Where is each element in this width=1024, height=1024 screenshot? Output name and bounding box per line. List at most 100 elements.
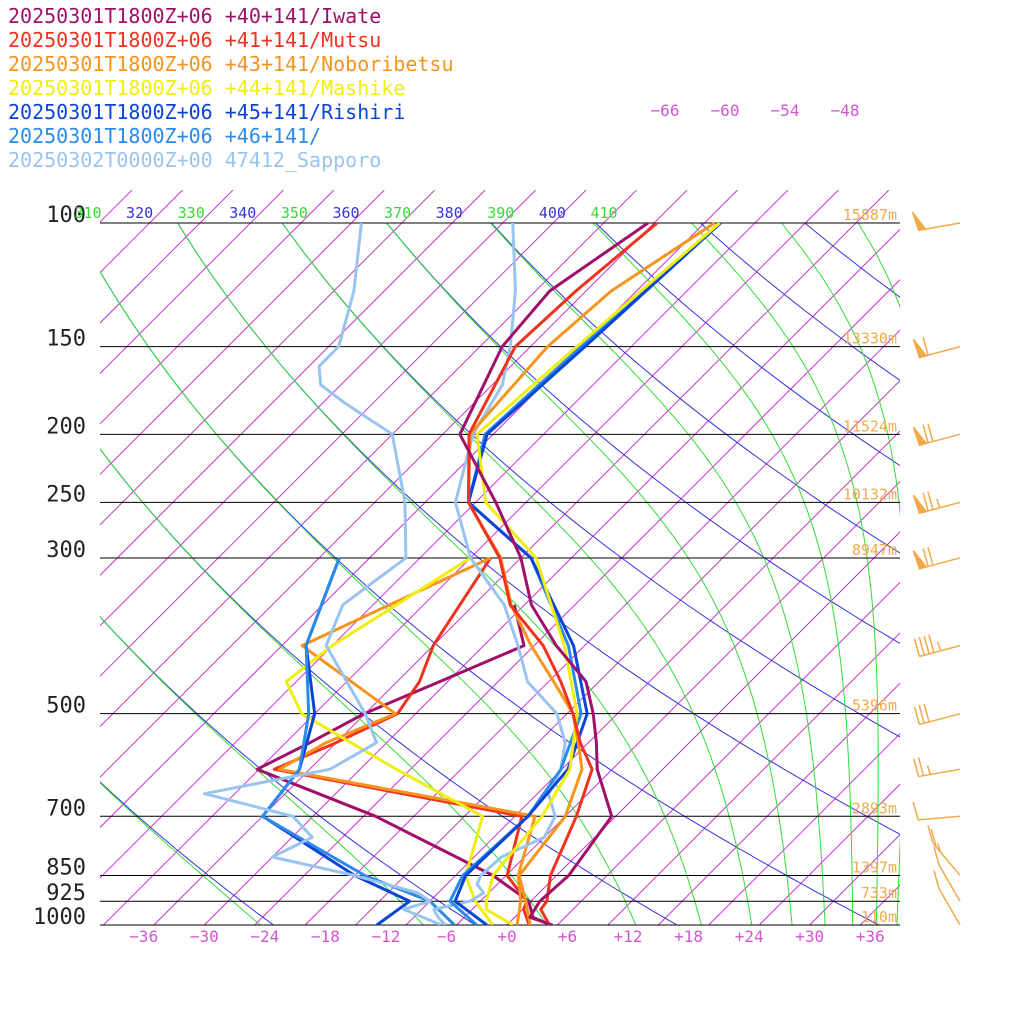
dewpoint-profile [277, 556, 537, 925]
dry-adiabat-line [595, 222, 900, 467]
pressure-tick-label: 250 [46, 482, 86, 507]
temperature-tick-label: +30 [795, 927, 824, 946]
sounding-profiles [203, 221, 722, 925]
wind-barb [912, 336, 961, 359]
height-label: 13330m [843, 330, 897, 348]
upper-temperature-label: −48 [831, 101, 860, 120]
legend-entry: 20250301T1800Z+06 +46+141/ [8, 124, 322, 148]
upper-temperature-label: −54 [771, 101, 800, 120]
wind-barb [913, 634, 961, 658]
temperature-profile [467, 221, 716, 925]
temperature-tick-label: +0 [497, 927, 516, 946]
temperature-tick-label: −24 [250, 927, 279, 946]
wind-barb [912, 757, 961, 778]
height-label: 10132m [843, 485, 897, 503]
theta-label: 340 [229, 204, 256, 222]
dewpoint-profile [284, 556, 495, 925]
pressure-tick-label: 150 [46, 327, 86, 352]
upper-temperature-label: −66 [651, 101, 680, 120]
temperature-tick-label: −30 [190, 927, 219, 946]
legend-entry: 20250301T1800Z+06 +45+141/Rishiri [8, 100, 406, 124]
isobars [100, 222, 900, 926]
pressure-tick-label: 200 [46, 414, 86, 439]
wind-barb [912, 801, 961, 821]
wind-barbs [911, 211, 961, 926]
height-label: 733m [861, 884, 897, 902]
temperature-tick-label: −6 [437, 927, 456, 946]
wind-barb [912, 546, 961, 570]
moist-adiabat-line [100, 782, 261, 925]
legend-entry: 20250301T1800Z+06 +40+141/Iwate [8, 4, 382, 28]
dewpoint-profile [261, 557, 456, 925]
theta-label: 380 [436, 204, 463, 222]
upper-temperature-label: −60 [711, 101, 740, 120]
pressure-tick-label: 700 [46, 796, 86, 821]
wind-barb [927, 825, 961, 876]
height-label: 5396m [852, 697, 897, 715]
wind-barb [912, 491, 961, 515]
temperature-profile [458, 221, 649, 925]
temperature-tick-label: +36 [856, 927, 885, 946]
dewpoint-profile [255, 604, 552, 925]
temperature-profile [475, 221, 721, 925]
isotherm-line [557, 581, 900, 925]
height-label: 1397m [852, 858, 897, 876]
theta-label: 310 [74, 204, 101, 222]
isotherm-line [961, 190, 1024, 925]
moist-adiabat-line [691, 222, 879, 925]
temperature-tick-label: −18 [311, 927, 340, 946]
moist-adiabats [100, 222, 900, 925]
theta-label: 390 [487, 204, 514, 222]
theta-label: 350 [281, 204, 308, 222]
moist-adiabat-line [781, 222, 900, 925]
temperature-tick-label: −12 [371, 927, 400, 946]
temperature-tick-label: +6 [558, 927, 577, 946]
isotherm-line [607, 632, 900, 925]
height-label: 2893m [852, 799, 897, 817]
pressure-tick-label: 1000 [33, 905, 86, 930]
dry-adiabat-line [699, 222, 900, 381]
wind-barb [913, 703, 961, 726]
temperature-tick-label: +12 [614, 927, 643, 946]
isotherm-line [758, 783, 900, 925]
dewpoint-profile [203, 222, 442, 925]
isotherm-line [708, 733, 900, 925]
theta-label: 330 [178, 204, 205, 222]
temperature-tick-label: +24 [735, 927, 764, 946]
height-label: 8947m [852, 541, 897, 559]
legend-entry: 20250302T0000Z+00 47412_Sapporo [8, 148, 382, 172]
legend-entry: 20250301T1800Z+06 +44+141/Mashike [8, 76, 406, 100]
isotherm-line [911, 190, 1024, 925]
pressure-tick-label: 100 [46, 203, 86, 228]
temperature-profile [453, 221, 722, 925]
moist-adiabat-line [100, 270, 637, 925]
pressure-tick-label: 300 [46, 538, 86, 563]
temperature-tick-label: +18 [674, 927, 703, 946]
pressure-tick-label: 925 [46, 881, 86, 906]
dry-adiabat-line [100, 781, 274, 925]
pressure-tick-label: 850 [46, 855, 86, 880]
wind-barb [933, 846, 961, 902]
legend-entry: 20250301T1800Z+06 +43+141/Noboribetsu [8, 52, 454, 76]
isotherm-line [0, 190, 31, 925]
isotherm-line [657, 682, 900, 925]
wind-barb [911, 211, 961, 232]
theta-label: 410 [590, 204, 617, 222]
wind-barb [912, 423, 961, 447]
legend: 20250301T1800Z+06 +40+141/Iwate 20250301T… [8, 4, 454, 172]
isotherm-line [100, 190, 436, 526]
pressure-tick-label: 500 [46, 694, 86, 719]
theta-label: 320 [126, 204, 153, 222]
dry-adiabat-line [100, 270, 880, 925]
temperature-profile [448, 221, 722, 925]
isotherm-line [100, 190, 335, 425]
legend-entry: 20250301T1800Z+06 +41+141/Mutsu [8, 28, 382, 52]
temperature-tick-label: −36 [129, 927, 158, 946]
theta-label: 400 [539, 204, 566, 222]
moist-adiabat-line [177, 222, 702, 925]
height-label: 11524m [843, 417, 897, 435]
isotherm-line [100, 190, 385, 476]
theta-label: 370 [384, 204, 411, 222]
dry-adiabat-line [281, 222, 900, 738]
